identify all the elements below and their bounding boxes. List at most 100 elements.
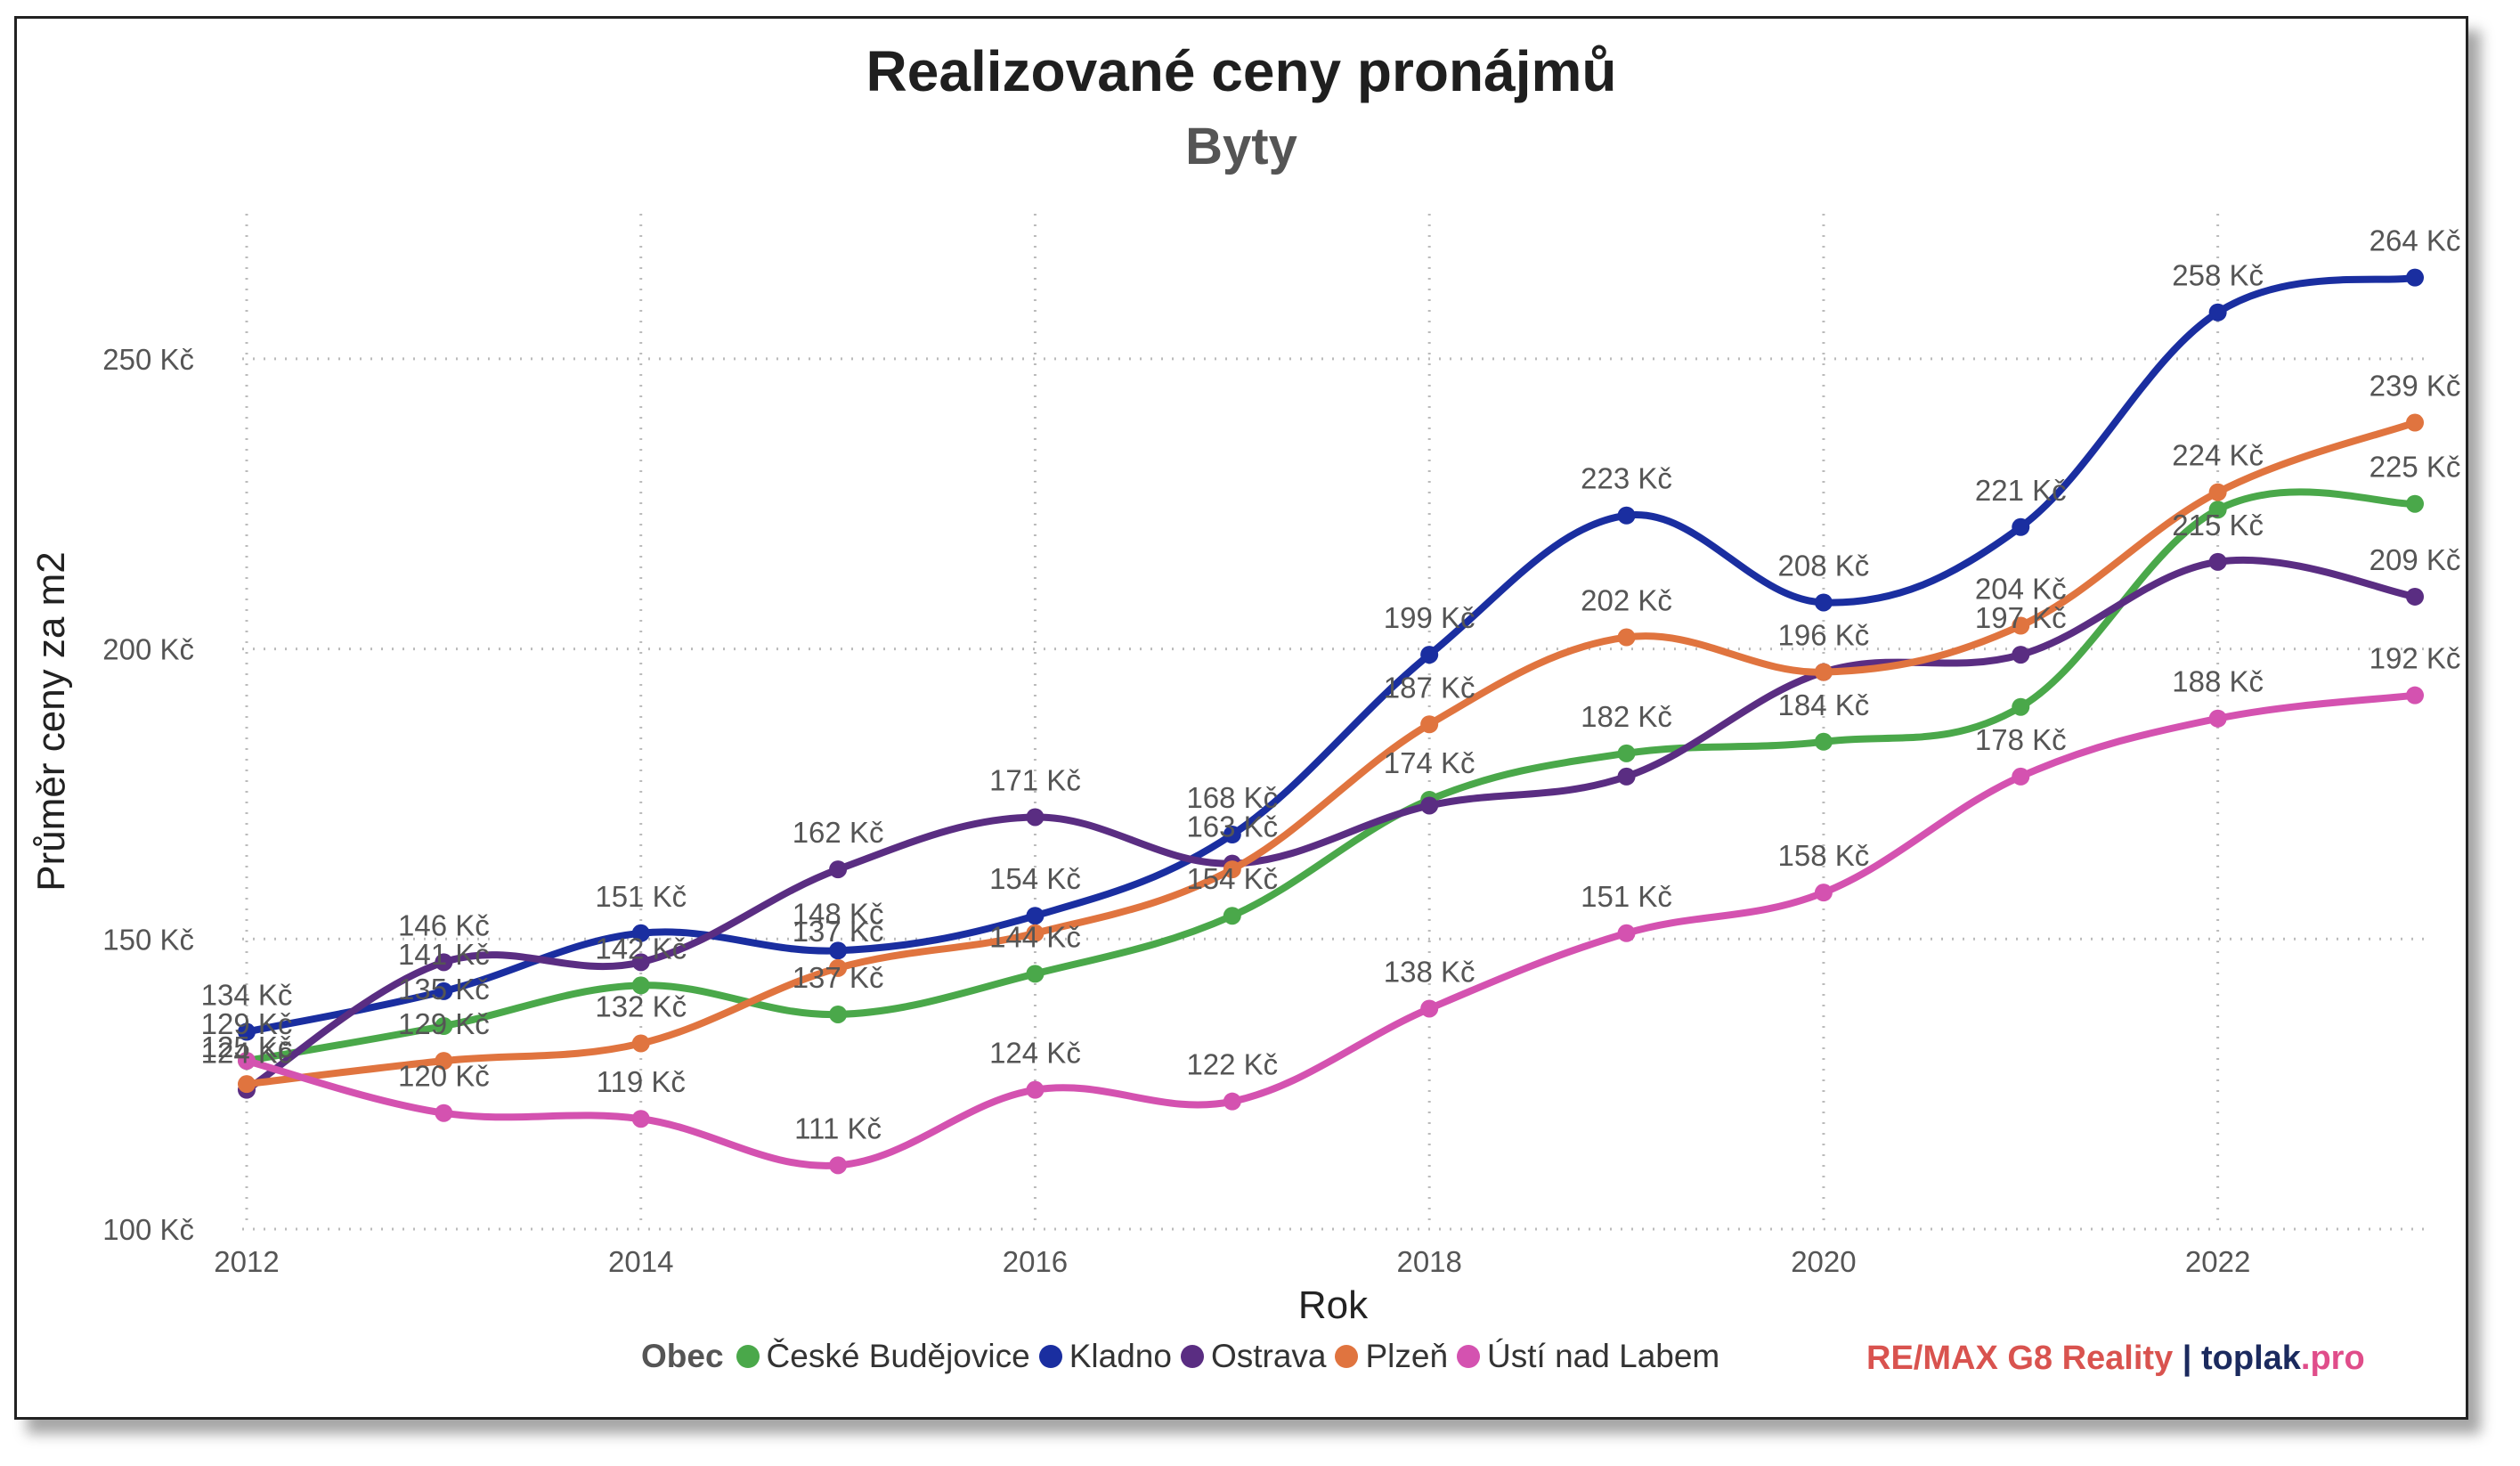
data-label: 204 Kč: [1975, 573, 2067, 606]
y-tick-label: 150 Kč: [102, 923, 194, 956]
legend-item-kladno[interactable]: Kladno: [1038, 1338, 1172, 1375]
data-point: [2406, 413, 2424, 432]
data-point: [2208, 303, 2227, 322]
data-point: [631, 976, 650, 995]
series-usti-nad-labem: [238, 686, 2424, 1175]
data-point: [2012, 616, 2030, 635]
data-point: [1617, 767, 1636, 786]
data-point: [2406, 587, 2424, 606]
data-label: 137 Kč: [793, 915, 884, 948]
data-point: [829, 1156, 848, 1175]
data-point: [1420, 715, 1439, 734]
data-label: 124 Kč: [201, 1037, 293, 1070]
data-point: [238, 1052, 256, 1071]
legend-item-usti-nad-labem[interactable]: Ústí nad Labem: [1457, 1338, 1719, 1375]
data-label: 135 Kč: [398, 973, 490, 1006]
data-point: [2012, 767, 2030, 786]
y-tick-label: 200 Kč: [102, 633, 194, 666]
data-label: 209 Kč: [2370, 543, 2461, 576]
data-point: [829, 958, 848, 977]
data-label: 208 Kč: [1778, 549, 1870, 582]
data-point: [1617, 506, 1636, 525]
data-point: [829, 860, 848, 879]
legend-marker: [1038, 1345, 1062, 1368]
data-point: [2208, 501, 2227, 519]
data-label: 224 Kč: [2172, 439, 2264, 472]
data-label: 162 Kč: [793, 816, 884, 849]
legend-item-ceske-budejovice[interactable]: České Budějovice: [736, 1338, 1030, 1375]
data-point: [238, 1022, 256, 1041]
data-label: 239 Kč: [2370, 370, 2461, 403]
data-point: [1420, 999, 1439, 1018]
legend-item-ostrava[interactable]: Ostrava: [1180, 1338, 1327, 1375]
data-point: [1223, 907, 1241, 925]
data-label: 151 Kč: [1581, 880, 1672, 913]
y-tick-label: 100 Kč: [102, 1213, 194, 1246]
data-point: [631, 953, 650, 972]
x-tick-label: 2012: [214, 1245, 279, 1278]
data-point: [1026, 907, 1045, 925]
data-label: 202 Kč: [1581, 584, 1672, 617]
data-label: 184 Kč: [1778, 688, 1870, 721]
data-label: 154 Kč: [989, 862, 1081, 895]
y-tick-label: 250 Kč: [102, 343, 194, 376]
data-point: [1026, 965, 1045, 983]
data-point: [2406, 686, 2424, 704]
data-point: [1026, 924, 1045, 942]
data-point: [1814, 884, 1833, 902]
data-label: 141 Kč: [398, 938, 490, 971]
data-point: [631, 924, 650, 942]
data-label: 168 Kč: [1186, 781, 1278, 814]
y-axis-title: Průměr ceny za m2: [29, 551, 73, 891]
data-label: 132 Kč: [595, 990, 687, 1023]
data-point: [238, 1075, 256, 1094]
data-label: 197 Kč: [1975, 601, 2067, 634]
data-label: 146 Kč: [398, 908, 490, 941]
x-axis-title: Rok: [1298, 1283, 1369, 1327]
series-line: [243, 273, 2418, 1036]
grid: [242, 214, 2433, 1231]
data-point: [1617, 924, 1636, 942]
data-label: 225 Kč: [2370, 451, 2461, 484]
data-label: 129 Kč: [201, 1007, 293, 1040]
x-tick-label: 2014: [608, 1245, 673, 1278]
series-line: [243, 556, 2418, 1094]
data-label: 158 Kč: [1778, 839, 1870, 872]
data-point: [2012, 517, 2030, 536]
data-label: 258 Kč: [2172, 259, 2264, 292]
legend-marker: [1180, 1345, 1204, 1368]
data-point: [2012, 697, 2030, 716]
data-label: 122 Kč: [1186, 1048, 1278, 1081]
data-label: 124 Kč: [989, 1037, 1081, 1070]
data-point: [829, 1005, 848, 1023]
legend-label: Kladno: [1069, 1338, 1172, 1374]
data-label: 148 Kč: [793, 897, 884, 930]
series-line: [243, 488, 2418, 1065]
legend-marker: [1457, 1345, 1481, 1368]
data-point: [1814, 663, 1833, 681]
legend-marker: [1335, 1345, 1359, 1368]
data-point: [1223, 826, 1241, 844]
x-axis-ticks: 2012 2014 2016 2018 2020 2022: [214, 1245, 2250, 1278]
x-tick-label: 2018: [1396, 1245, 1461, 1278]
data-point: [435, 953, 453, 972]
data-label: 129 Kč: [398, 1007, 490, 1040]
legend-item-plzen[interactable]: Plzeň: [1335, 1338, 1448, 1375]
data-label: 187 Kč: [1384, 671, 1475, 704]
series-ceske-budejovice: [238, 488, 2424, 1071]
data-point: [2406, 268, 2424, 287]
data-label: 215 Kč: [2172, 509, 2264, 542]
legend-label: Ostrava: [1210, 1338, 1327, 1374]
data-point: [1617, 628, 1636, 647]
data-point: [1420, 796, 1439, 815]
data-point: [435, 1104, 453, 1122]
data-point: [1026, 808, 1045, 827]
brand-separator: |: [2182, 1340, 2192, 1377]
toplak-brand: toplak: [2200, 1340, 2301, 1377]
legend: Obec České Budějovice Kladno Ostrava Plzeň Ú…: [641, 1334, 1728, 1379]
data-point: [829, 941, 848, 960]
data-point: [1026, 1080, 1045, 1099]
data-label: 196 Kč: [1778, 619, 1870, 652]
chart-title: Realizované ceny pronájmů: [866, 39, 1617, 103]
data-label: 137 Kč: [793, 961, 884, 994]
